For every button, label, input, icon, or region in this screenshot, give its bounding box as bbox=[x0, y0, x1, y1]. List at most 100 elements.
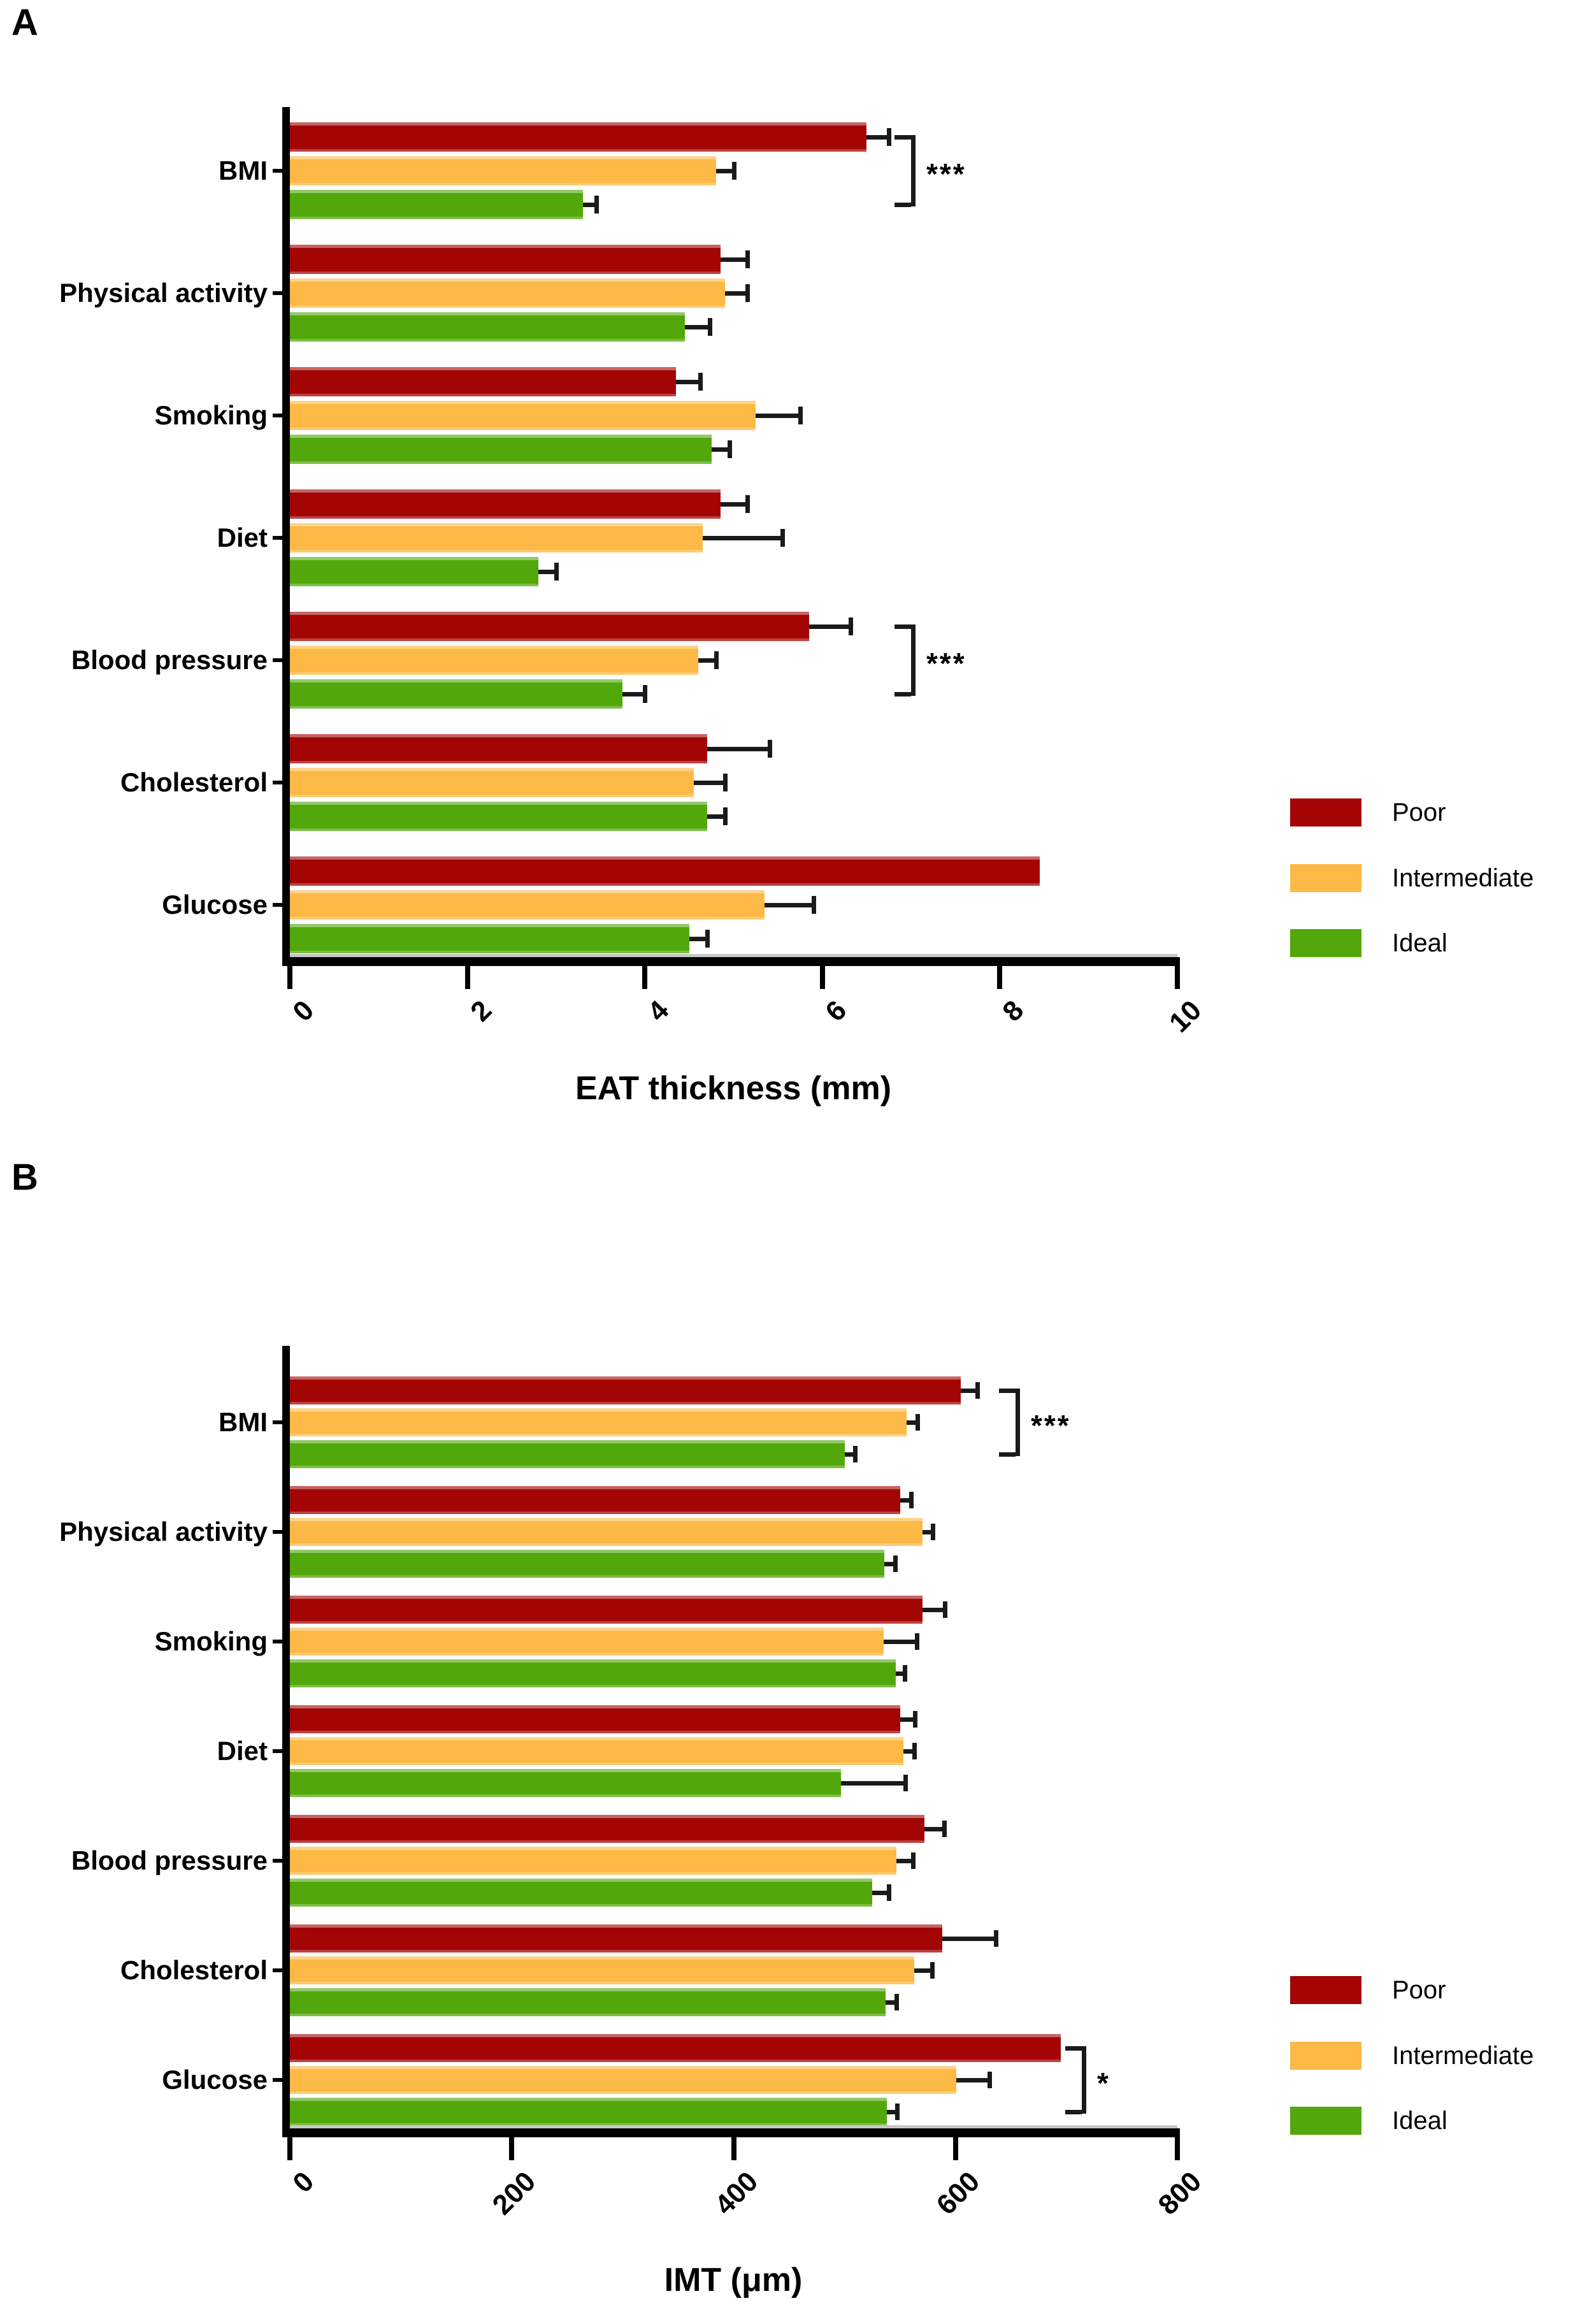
error-cap-smoking-ideal bbox=[903, 1665, 907, 1682]
category-label-bmi: BMI bbox=[219, 155, 268, 185]
category-tick-smoking bbox=[273, 1640, 290, 1643]
category-tick-cholesterol bbox=[273, 1968, 290, 1972]
error-bar-smoking-ideal bbox=[712, 447, 729, 452]
category-label-diet: Diet bbox=[217, 1736, 268, 1766]
bar-physical-activity-poor bbox=[290, 1486, 900, 1514]
sig-bracket-cap-bottom-panel-b-0 bbox=[999, 1452, 1016, 1457]
category-tick-physical-activity bbox=[273, 1530, 290, 1534]
error-bar-cholesterol-ideal bbox=[886, 2000, 896, 2005]
error-cap-smoking-poor bbox=[943, 1601, 947, 1618]
category-tick-physical-activity bbox=[273, 291, 290, 295]
category-tick-bmi bbox=[273, 1420, 290, 1424]
error-bar-physical-activity-poor bbox=[900, 1498, 911, 1503]
error-bar-cholesterol-poor bbox=[707, 747, 770, 751]
sig-bracket-line-panel-b-0 bbox=[1016, 1389, 1020, 1456]
error-cap-smoking-intermediate bbox=[915, 1633, 919, 1650]
sig-bracket-line-panel-a-1 bbox=[911, 624, 916, 696]
error-cap-diet-intermediate bbox=[912, 1743, 917, 1759]
error-cap-cholesterol-intermediate bbox=[930, 1962, 935, 1979]
error-cap-bmi-ideal bbox=[594, 196, 599, 213]
x-tick-panel-b-800 bbox=[1175, 2137, 1180, 2160]
error-cap-physical-activity-ideal bbox=[893, 1555, 898, 1572]
category-tick-cholesterol bbox=[273, 781, 290, 784]
error-cap-glucose-ideal bbox=[895, 2104, 900, 2120]
legend-label-panel-b-ideal: Ideal bbox=[1392, 2107, 1447, 2135]
bar-blood-pressure-intermediate bbox=[290, 646, 698, 675]
error-cap-physical-activity-poor bbox=[909, 1492, 914, 1508]
error-cap-cholesterol-ideal bbox=[723, 807, 728, 825]
category-label-blood-pressure: Blood pressure bbox=[71, 645, 268, 675]
bar-smoking-poor bbox=[290, 367, 676, 396]
error-cap-physical-activity-poor bbox=[745, 250, 750, 268]
category-tick-diet bbox=[273, 1749, 290, 1753]
category-label-glucose: Glucose bbox=[162, 890, 268, 920]
error-cap-cholesterol-intermediate bbox=[723, 774, 728, 791]
error-bar-cholesterol-intermediate bbox=[914, 1968, 932, 1973]
y-axis-panel-a bbox=[282, 107, 290, 966]
category-tick-glucose bbox=[273, 903, 290, 907]
x-tick-panel-a-6 bbox=[820, 966, 825, 989]
bar-cholesterol-ideal bbox=[290, 802, 707, 831]
x-tick-label-panel-a-0: 0 bbox=[287, 994, 320, 1028]
error-bar-smoking-intermediate bbox=[756, 414, 800, 418]
error-bar-bmi-ideal bbox=[845, 1452, 855, 1457]
legend-label-panel-a-poor: Poor bbox=[1392, 798, 1446, 826]
x-tick-label-panel-b-200: 200 bbox=[486, 2165, 542, 2221]
x-tick-panel-a-0 bbox=[287, 966, 292, 989]
category-tick-blood-pressure bbox=[273, 658, 290, 662]
error-bar-blood-pressure-intermediate bbox=[896, 1859, 913, 1863]
bar-diet-intermediate bbox=[290, 1737, 903, 1765]
error-bar-diet-ideal bbox=[841, 1781, 905, 1786]
category-label-physical-activity: Physical activity bbox=[59, 278, 268, 308]
y-axis-panel-b bbox=[282, 1346, 290, 2137]
panel-a-label: A bbox=[11, 2, 38, 43]
bar-bmi-ideal bbox=[290, 1440, 845, 1468]
category-tick-bmi bbox=[273, 169, 290, 173]
error-bar-bmi-poor bbox=[961, 1389, 977, 1393]
bar-smoking-intermediate bbox=[290, 1628, 884, 1656]
bar-glucose-ideal bbox=[290, 2098, 887, 2126]
bar-physical-activity-intermediate bbox=[290, 1518, 923, 1546]
bar-bmi-intermediate bbox=[290, 1408, 907, 1436]
category-label-smoking: Smoking bbox=[154, 400, 268, 430]
error-cap-bmi-intermediate bbox=[916, 1414, 920, 1431]
bar-cholesterol-poor bbox=[290, 734, 707, 763]
error-bar-blood-pressure-poor bbox=[924, 1827, 944, 1831]
sig-bracket-cap-top-panel-a-1 bbox=[894, 624, 911, 629]
bar-blood-pressure-poor bbox=[290, 612, 809, 641]
bar-glucose-intermediate bbox=[290, 2066, 956, 2094]
bar-glucose-intermediate bbox=[290, 890, 765, 920]
bar-glucose-ideal bbox=[290, 924, 689, 953]
sig-label-panel-a-0: *** bbox=[926, 157, 966, 191]
x-tick-label-panel-a-10: 10 bbox=[1163, 994, 1208, 1039]
x-tick-panel-b-200 bbox=[509, 2137, 514, 2160]
error-cap-physical-activity-ideal bbox=[708, 318, 712, 336]
category-label-physical-activity: Physical activity bbox=[59, 1517, 268, 1547]
legend-label-panel-a-ideal: Ideal bbox=[1392, 929, 1447, 957]
legend-swatch-panel-b-intermediate bbox=[1290, 2042, 1361, 2070]
legend-label-panel-a-intermediate: Intermediate bbox=[1392, 864, 1534, 892]
error-cap-blood-pressure-poor bbox=[942, 1821, 947, 1837]
sig-bracket-cap-top-panel-b-1 bbox=[1065, 2046, 1082, 2051]
error-bar-bmi-intermediate bbox=[907, 1420, 917, 1425]
bar-smoking-poor bbox=[290, 1596, 923, 1624]
x-tick-panel-b-400 bbox=[731, 2137, 736, 2160]
error-cap-diet-poor bbox=[913, 1711, 917, 1728]
error-cap-cholesterol-poor bbox=[994, 1930, 998, 1947]
error-cap-diet-poor bbox=[745, 495, 750, 513]
error-bar-blood-pressure-intermediate bbox=[698, 658, 716, 663]
error-bar-smoking-intermediate bbox=[884, 1640, 917, 1644]
error-bar-cholesterol-ideal bbox=[707, 814, 725, 819]
error-bar-cholesterol-poor bbox=[942, 1937, 996, 1941]
x-tick-panel-a-4 bbox=[642, 966, 647, 989]
bar-smoking-ideal bbox=[290, 435, 712, 464]
sig-bracket-cap-top-panel-b-0 bbox=[999, 1389, 1016, 1393]
bar-smoking-ideal bbox=[290, 1659, 896, 1687]
bar-physical-activity-ideal bbox=[290, 312, 685, 342]
bar-physical-activity-intermediate bbox=[290, 278, 725, 308]
bar-diet-intermediate bbox=[290, 523, 703, 552]
bar-blood-pressure-ideal bbox=[290, 679, 622, 709]
x-tick-label-panel-b-400: 400 bbox=[708, 2165, 765, 2221]
category-label-diet: Diet bbox=[217, 523, 268, 552]
bar-bmi-poor bbox=[290, 122, 866, 152]
